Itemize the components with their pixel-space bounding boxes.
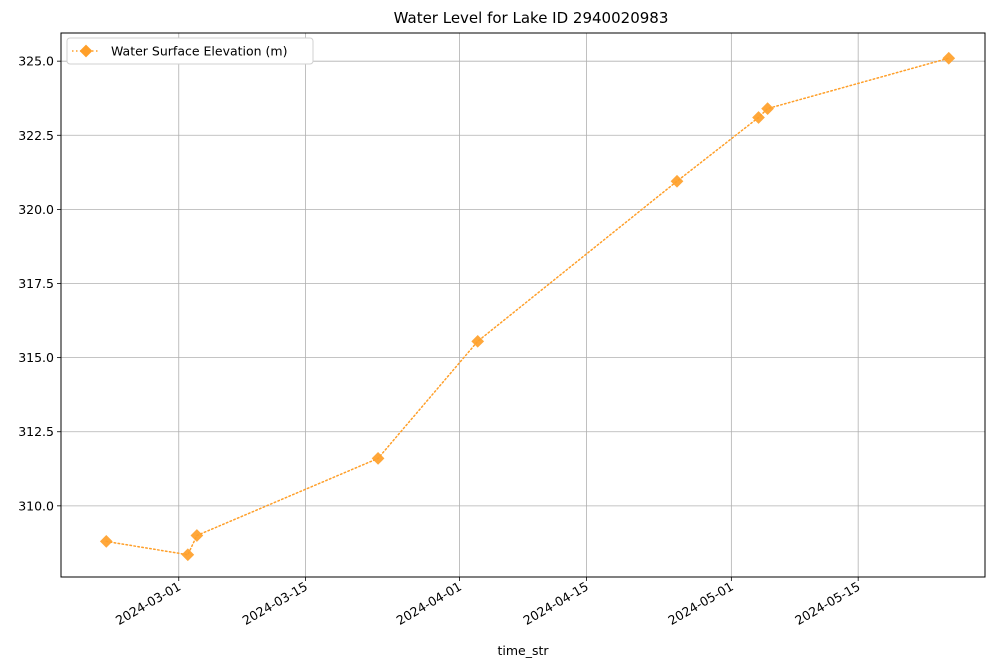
data-point [99,535,113,548]
chart-title: Water Level for Lake ID 2940020983 [394,9,669,27]
y-axis: 310.0 312.5 315.0 317.5 320.0 322.5 325.0 [18,54,61,513]
data-point [471,334,485,348]
x-tick-label: 2024-04-15 [520,579,590,628]
x-tick-label: 2024-03-15 [240,579,310,628]
plot-area [99,51,956,562]
y-tick-label: 310.0 [18,498,54,513]
y-tick-label: 317.5 [18,276,54,291]
x-tick-label: 2024-04-01 [394,579,464,628]
x-axis-label: time_str [497,643,549,658]
data-point [371,452,385,465]
y-tick-label: 315.0 [18,350,54,365]
legend-label: Water Surface Elevation (m) [111,44,287,59]
x-axis: 2024-03-01 2024-03-15 2024-04-01 2024-04-15… [113,577,863,628]
x-tick-label: 2024-05-01 [665,579,735,628]
y-tick-label: 322.5 [18,128,54,143]
series-line [105,57,950,556]
data-point [181,548,195,562]
legend: Water Surface Elevation (m) [66,37,314,65]
x-tick-label: 2024-05-15 [792,579,862,628]
data-point [190,529,204,542]
y-tick-label: 320.0 [18,202,54,217]
legend-box [66,37,314,65]
y-tick-label: 325.0 [18,54,54,69]
data-point [942,51,956,65]
x-tick-label: 2024-03-01 [113,579,183,628]
y-tick-label: 312.5 [18,424,54,439]
plot-frame [60,32,986,578]
grid [61,33,985,577]
